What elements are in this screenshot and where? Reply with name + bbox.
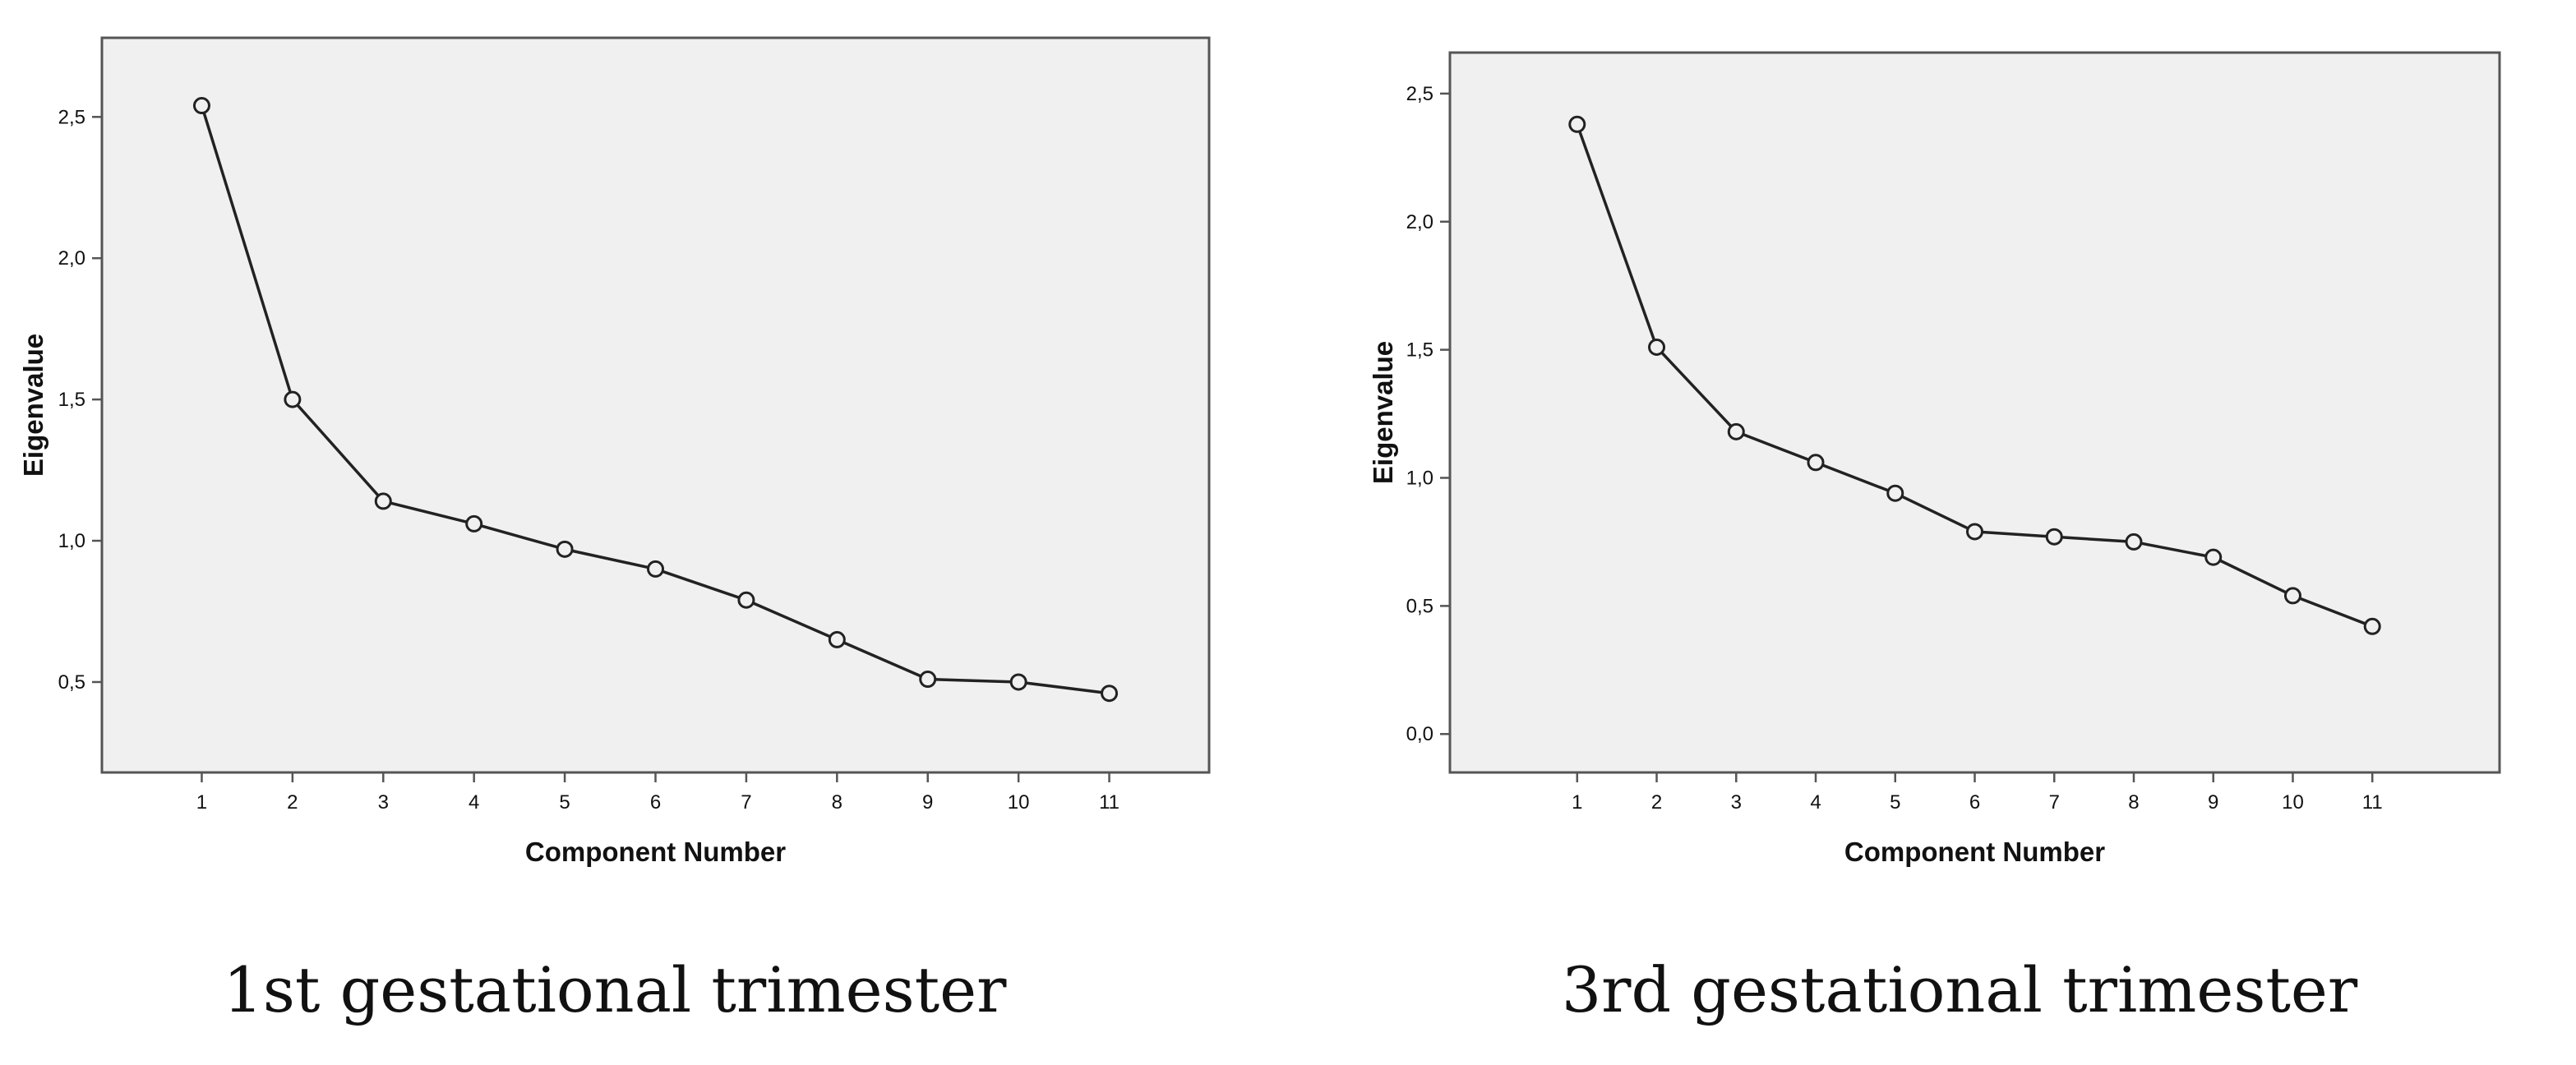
data-point <box>919 671 937 689</box>
data-point <box>1009 673 1027 691</box>
y-tick-label: 0,5 <box>58 671 85 694</box>
caption-1st-trimester: 1st gestational trimester <box>223 953 1007 1026</box>
scree-plot-3rd-trimester: 0,0 0,5 1,0 1,5 2,0 2,5 1 2 3 4 5 6 7 8 9 10 11 Component… <box>1288 0 2576 904</box>
data-point <box>1966 523 1983 541</box>
x-tick-label: 1 <box>196 791 207 814</box>
y-tick-label: 2,5 <box>1406 83 1433 105</box>
x-tick-label: 11 <box>1099 791 1119 814</box>
y-tick-label: 0,5 <box>1406 595 1433 617</box>
y-axis-title: Eigenvalue <box>1368 341 1398 484</box>
y-axis-title: Eigenvalue <box>18 334 48 477</box>
data-point <box>192 97 210 115</box>
data-point <box>556 540 574 558</box>
data-point <box>1648 339 1666 357</box>
x-tick-label: 6 <box>1969 791 1980 814</box>
y-tick-label: 1,0 <box>58 530 85 552</box>
y-tick-label: 2,5 <box>58 106 85 128</box>
y-tick-label: 2,0 <box>58 247 85 270</box>
x-tick-label: 7 <box>2049 791 2060 814</box>
data-point <box>465 514 483 532</box>
data-point <box>1727 422 1745 440</box>
x-tick-label: 11 <box>2362 791 2383 814</box>
x-axis-title: Component Number <box>525 837 786 867</box>
data-point <box>1101 685 1119 703</box>
data-point <box>2045 528 2063 546</box>
x-tick-label: 6 <box>650 791 661 814</box>
plot-area <box>1448 51 2501 774</box>
x-tick-label: 8 <box>832 791 843 814</box>
scree-plot-1st-trimester-svg: 0,5 1,0 1,5 2,0 2,5 1 2 3 4 5 6 7 8 9 10 11 Component Nu… <box>18 36 1211 867</box>
scree-plot-3rd-trimester-svg: 0,0 0,5 1,0 1,5 2,0 2,5 1 2 3 4 5 6 7 8 9 10 11 Component… <box>1368 51 2501 867</box>
data-point <box>828 630 846 648</box>
plot-area <box>100 36 1211 774</box>
x-tick-label: 3 <box>378 791 389 814</box>
data-point <box>2363 617 2381 635</box>
x-tick-label: 10 <box>1008 791 1030 814</box>
x-tick-label: 1 <box>1572 791 1582 814</box>
data-point <box>2283 587 2301 605</box>
x-tick-label: 9 <box>2208 791 2218 814</box>
y-tick-label: 1,5 <box>58 389 85 411</box>
data-point <box>2204 548 2223 566</box>
x-tick-label: 9 <box>922 791 933 814</box>
scree-plot-1st-trimester: 0,5 1,0 1,5 2,0 2,5 1 2 3 4 5 6 7 8 9 10 11 Component Nu… <box>0 0 1288 904</box>
x-tick-label: 8 <box>2128 791 2139 814</box>
x-tick-label: 4 <box>469 791 479 814</box>
data-point <box>737 591 755 609</box>
data-point <box>284 390 302 408</box>
data-point <box>647 560 664 578</box>
data-point <box>1886 484 1904 502</box>
data-point <box>2125 532 2143 551</box>
data-point <box>374 492 392 510</box>
y-tick-label: 2,0 <box>1406 211 1433 233</box>
x-axis-title: Component Number <box>1844 837 2105 867</box>
x-tick-label: 2 <box>287 791 298 814</box>
x-tick-label: 4 <box>1810 791 1821 814</box>
x-tick-label: 5 <box>1890 791 1900 814</box>
caption-3rd-trimester: 3rd gestational trimester <box>1561 953 2358 1026</box>
data-point <box>1568 115 1586 133</box>
data-point <box>1807 454 1825 472</box>
y-tick-label: 1,0 <box>1406 467 1433 489</box>
x-tick-label: 3 <box>1731 791 1742 814</box>
x-tick-label: 7 <box>741 791 751 814</box>
x-tick-label: 5 <box>559 791 570 814</box>
y-tick-label: 0,0 <box>1406 723 1433 745</box>
y-tick-label: 1,5 <box>1406 339 1433 362</box>
x-tick-label: 10 <box>2282 791 2304 814</box>
x-tick-label: 2 <box>1651 791 1662 814</box>
